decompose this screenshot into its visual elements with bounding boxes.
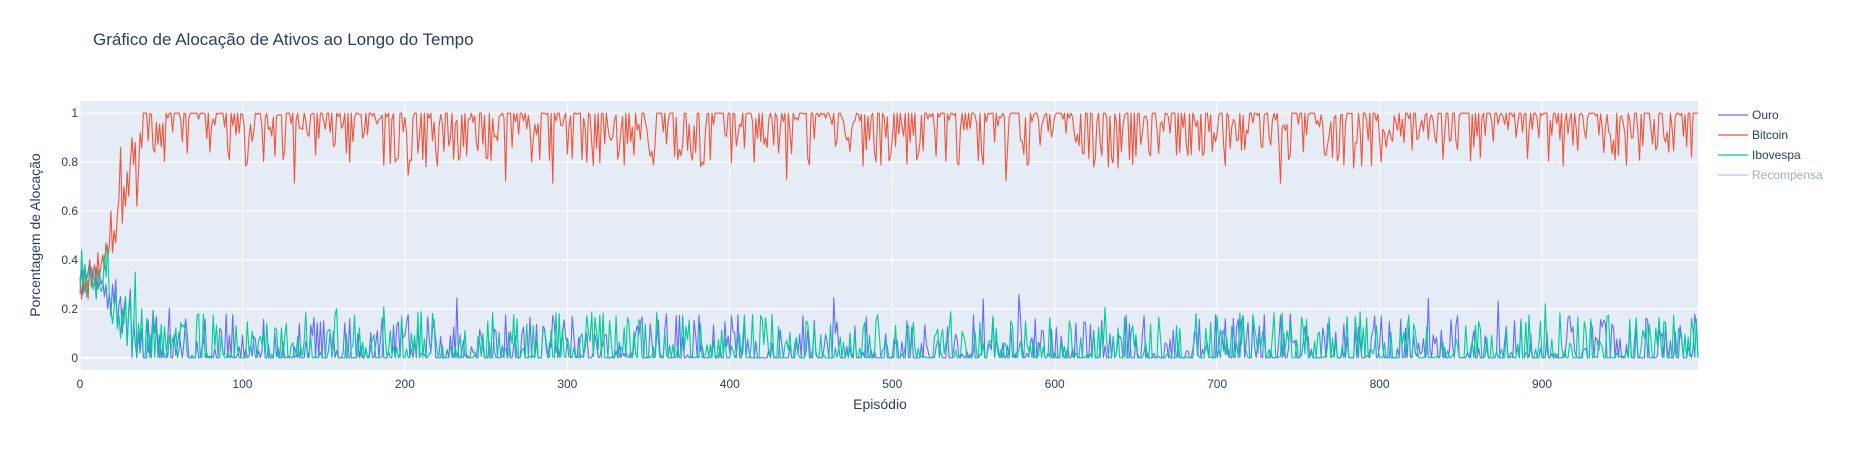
series-lines <box>79 112 1699 359</box>
legend-label: Ibovespa <box>1752 148 1801 162</box>
x-tick-label: 400 <box>720 377 740 391</box>
y-tick-label: 0.4 <box>61 253 78 267</box>
y-tick-label: 1 <box>71 106 78 120</box>
y-tick-label: 0.2 <box>61 302 78 316</box>
legend-item-ouro[interactable]: Ouro <box>1718 108 1779 122</box>
x-tick-label: 300 <box>557 377 577 391</box>
x-tick-label: 500 <box>882 377 902 391</box>
legend-label: Bitcoin <box>1752 128 1788 142</box>
x-tick-label: 200 <box>395 377 415 391</box>
x-tick-label: 900 <box>1532 377 1552 391</box>
y-axis-title: Porcentagem de Alocação <box>27 153 43 317</box>
series-line-bitcoin <box>79 112 1698 300</box>
legend: Ouro Bitcoin Ibovespa Recompensa <box>1718 108 1823 182</box>
legend-item-ibovespa[interactable]: Ibovespa <box>1718 148 1801 162</box>
x-axis-title: Episódio <box>853 396 907 412</box>
chart-title: Gráfico de Alocação de Ativos ao Longo d… <box>93 30 474 49</box>
x-tick-label: 0 <box>77 377 84 391</box>
y-tick-label: 0.6 <box>61 204 78 218</box>
y-tick-label: 0 <box>71 351 78 365</box>
series-line-ibovespa <box>79 244 1699 359</box>
legend-label: Ouro <box>1752 108 1779 122</box>
legend-label: Recompensa <box>1752 168 1823 182</box>
x-tick-label: 100 <box>232 377 252 391</box>
legend-item-bitcoin[interactable]: Bitcoin <box>1718 128 1788 142</box>
x-tick-label: 600 <box>1045 377 1065 391</box>
x-tick-label: 700 <box>1207 377 1227 391</box>
axis-ticks: 0 100 200 300 400 500 600 700 800 900 0 0.2 0.4 0.6 0.… <box>61 106 1552 391</box>
legend-item-recompensa[interactable]: Recompensa <box>1718 168 1823 182</box>
x-tick-label: 800 <box>1370 377 1390 391</box>
y-tick-label: 0.8 <box>61 155 78 169</box>
